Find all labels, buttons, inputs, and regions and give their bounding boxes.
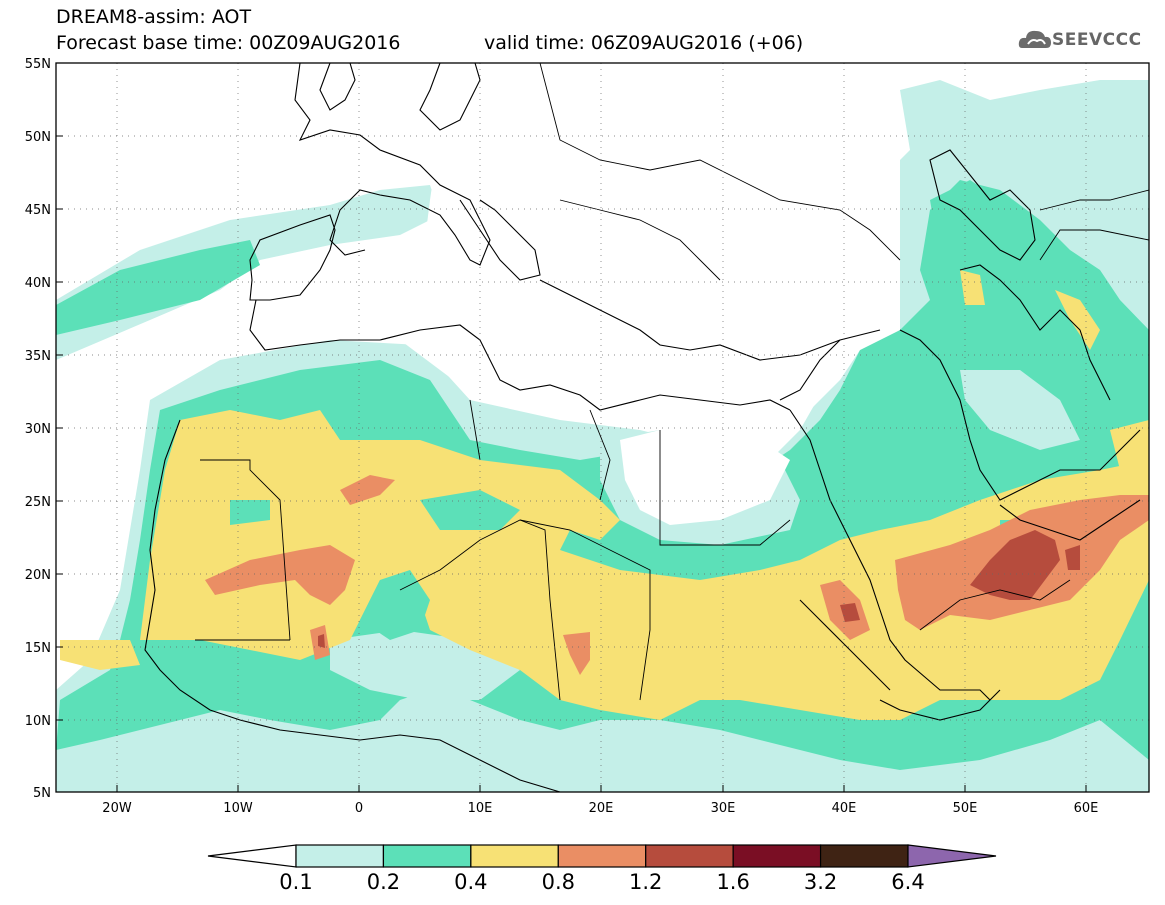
lon-label: 0 — [355, 801, 363, 816]
lat-label: 5N — [33, 786, 51, 801]
lon-label: 10E — [468, 801, 493, 816]
aot-band-1.2 — [970, 530, 1060, 600]
lat-label: 20N — [25, 568, 51, 583]
colorbar-label: 0.8 — [541, 870, 575, 894]
lat-label: 30N — [25, 422, 51, 437]
aot-band-0.1 — [56, 185, 440, 360]
colorbar-box — [295, 844, 385, 868]
borders — [195, 63, 1149, 701]
aot-band-0.2 — [56, 240, 260, 335]
lat-label: 40N — [25, 276, 51, 291]
lat-label: 15N — [25, 641, 51, 656]
colorbar-label: 0.2 — [366, 870, 401, 894]
forecast-base-time: Forecast base time: 00Z09AUG2016 — [56, 32, 401, 54]
graticule — [56, 63, 1149, 792]
colorbar-label: 1.6 — [716, 870, 750, 894]
lat-label: 10N — [25, 714, 51, 729]
colorbar-label: 0.4 — [454, 870, 488, 894]
colorbar-over-triangle — [907, 844, 997, 868]
colorbar-box — [819, 844, 909, 868]
aot-band-0.8 — [205, 545, 355, 605]
lat-label: 55N — [25, 57, 51, 72]
lat-labels: 55N 50N 45N 40N 35N 30N 25N 20N 15N 10N … — [25, 57, 51, 801]
seevccc-logo — [1018, 30, 1051, 48]
colorbar-box — [557, 844, 647, 868]
lat-label: 45N — [25, 203, 51, 218]
colorbar-box — [470, 844, 559, 868]
lon-label: 10W — [223, 801, 253, 816]
colorbar-under-triangle — [207, 844, 297, 868]
lat-label: 35N — [25, 349, 51, 364]
lat-label: 50N — [25, 130, 51, 145]
map-title: DREAM8-assim: AOT — [56, 6, 252, 28]
colorbar-label: 3.2 — [803, 870, 838, 894]
colorbar-box — [645, 844, 734, 868]
colorbar-label: 6.4 — [891, 870, 925, 894]
axis-ticks — [56, 135, 1087, 792]
lon-labels: 20W 10W 0 10E 20E 30E 40E 50E 60E — [102, 801, 1098, 816]
lon-label: 60E — [1074, 801, 1099, 816]
lon-label: 50E — [953, 801, 978, 816]
coastlines — [144, 63, 1141, 792]
colorbar-label: 0.1 — [279, 870, 313, 894]
aot-band-0.4 — [140, 410, 1149, 720]
lat-label: 25N — [25, 495, 51, 510]
valid-time: valid time: 06Z09AUG2016 (+06) — [484, 32, 804, 54]
colorbar-box — [732, 844, 822, 868]
logo-text: SEEVCCC — [1052, 30, 1142, 50]
lon-label: 40E — [832, 801, 857, 816]
colorbar-label: 1.2 — [629, 870, 663, 894]
aot-field — [56, 63, 1149, 792]
lon-label: 20W — [102, 801, 132, 816]
colorbar-box — [382, 844, 472, 868]
lon-label: 30E — [711, 801, 736, 816]
colorbar — [207, 844, 997, 868]
lon-label: 20E — [589, 801, 614, 816]
